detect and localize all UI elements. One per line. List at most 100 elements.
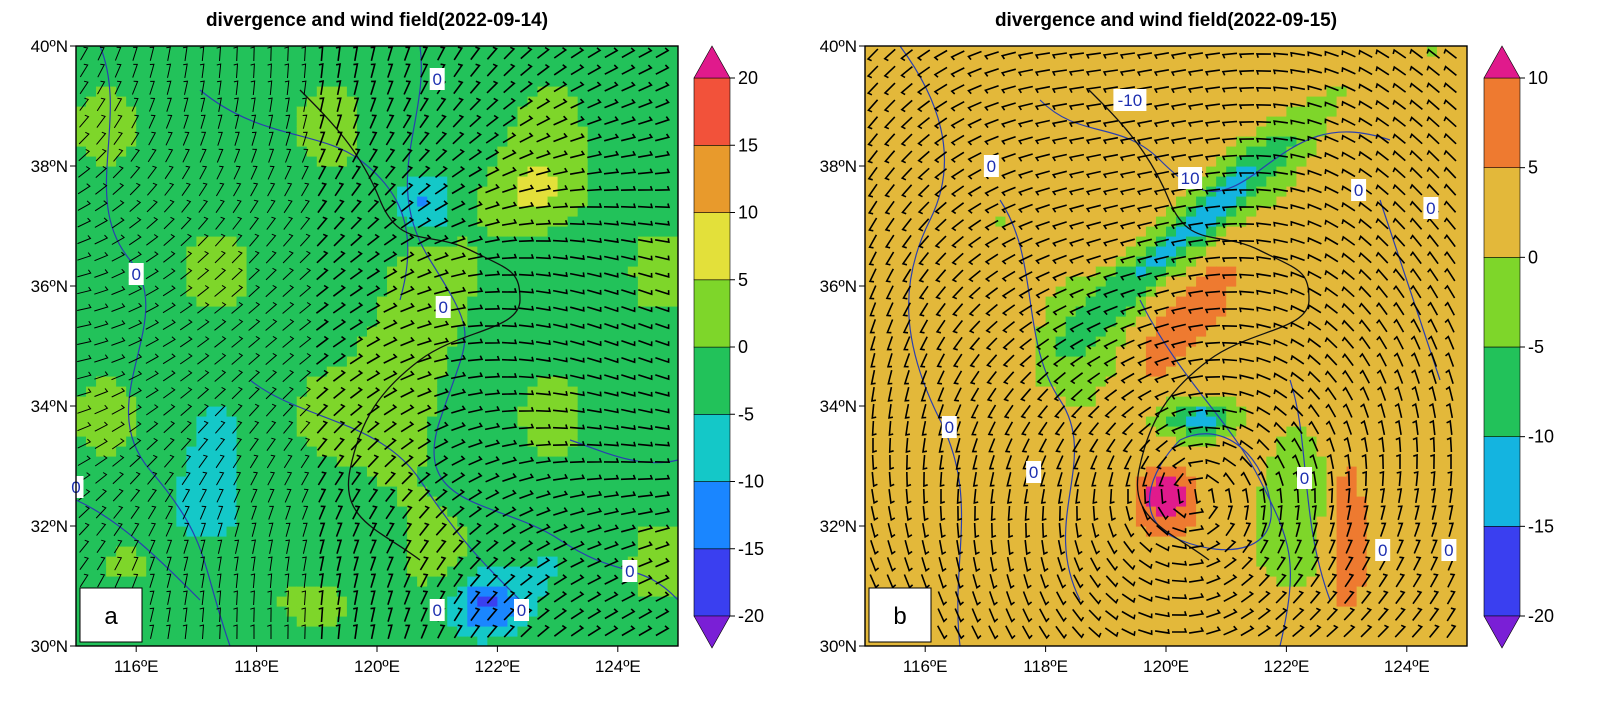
field-cell [557, 86, 569, 97]
field-cell [397, 186, 408, 197]
field-cell [296, 366, 308, 377]
wind-barb [519, 184, 535, 193]
wind-barb [402, 114, 412, 129]
field-cell [156, 256, 167, 267]
field-cell [306, 296, 318, 307]
field-cell [216, 466, 228, 477]
wind-barb [316, 352, 329, 365]
field-cell [407, 496, 418, 507]
field-cell [126, 226, 137, 237]
field-cell [647, 116, 659, 127]
field-cell [567, 196, 579, 207]
wind-barb [214, 302, 227, 314]
field-cell [447, 466, 458, 477]
wind-barb [285, 131, 291, 146]
wind-barb [453, 624, 463, 639]
wind-barb [335, 63, 342, 79]
field-cell [667, 626, 678, 637]
field-cell [126, 196, 137, 207]
field-cell [437, 196, 448, 207]
wind-barb [435, 114, 447, 128]
field-cell [126, 326, 137, 337]
wind-barb [586, 168, 603, 175]
field-cell [607, 516, 619, 527]
field-cell [176, 546, 187, 557]
field-cell [547, 506, 559, 517]
field-cell [246, 66, 258, 77]
wind-barb [553, 98, 568, 110]
wind-barb [336, 80, 342, 96]
field-cell [377, 86, 388, 97]
wind-barb [503, 46, 516, 60]
wind-barb [111, 404, 126, 415]
field-cell [346, 606, 358, 617]
field-cell [106, 386, 117, 397]
field-cell [527, 516, 539, 527]
wind-barb [434, 471, 449, 484]
field-cell [637, 596, 649, 607]
field-cell [657, 486, 669, 497]
field-cell [607, 76, 619, 87]
field-cell [607, 556, 619, 567]
wind-barb [553, 507, 569, 516]
field-cell [136, 336, 147, 347]
field-cell [487, 346, 498, 357]
field-cell [246, 566, 258, 577]
wind-barb [637, 425, 653, 431]
wind-barb [183, 539, 189, 554]
field-cell [106, 266, 117, 277]
field-cell [136, 86, 147, 97]
field-cell [326, 306, 338, 317]
field-cell [116, 416, 127, 427]
field-cell [617, 166, 629, 177]
field-cell [236, 556, 248, 567]
field-cell [865, 76, 876, 87]
field-cell [136, 76, 147, 87]
field-cell [607, 376, 619, 387]
field-cell [647, 56, 659, 67]
wind-barb [502, 132, 517, 144]
field-cell [657, 636, 669, 646]
wind-barb [469, 539, 482, 553]
wind-barb [231, 369, 244, 383]
wind-barb [350, 454, 362, 468]
field-cell [537, 606, 549, 617]
field-cell [86, 106, 97, 117]
field-cell [266, 586, 278, 597]
field-cell [276, 146, 288, 157]
field-cell [387, 136, 398, 147]
field-cell [517, 206, 529, 217]
field-cell [286, 476, 298, 487]
wind-barb [621, 81, 636, 92]
wind-barb [198, 199, 209, 213]
wind-barb [453, 590, 464, 605]
field-cell [156, 306, 167, 317]
wind-barb [77, 421, 92, 432]
wind-barb [77, 455, 91, 466]
wind-barb [199, 148, 207, 163]
field-cell [547, 596, 559, 607]
field-cell [597, 436, 609, 447]
wind-barb [95, 505, 107, 519]
field-cell [627, 466, 639, 477]
x-tick-label: 124ºE [595, 657, 641, 676]
field-cell [256, 296, 268, 307]
field-cell [537, 366, 549, 377]
wind-barb [233, 607, 238, 623]
field-cell [366, 126, 378, 137]
field-cell [106, 346, 117, 357]
field-cell [497, 446, 509, 457]
field-cell [286, 76, 298, 87]
field-cell [186, 436, 197, 447]
field-cell [467, 476, 478, 487]
field-cell [326, 556, 338, 567]
field-cell [236, 386, 248, 397]
field-cell [166, 86, 177, 97]
field-cell [106, 246, 117, 257]
wind-barb [536, 523, 551, 534]
field-cell [397, 276, 408, 287]
field-cell [116, 106, 127, 117]
field-cell [356, 486, 368, 497]
field-cell [507, 376, 519, 387]
field-cell [356, 206, 368, 217]
